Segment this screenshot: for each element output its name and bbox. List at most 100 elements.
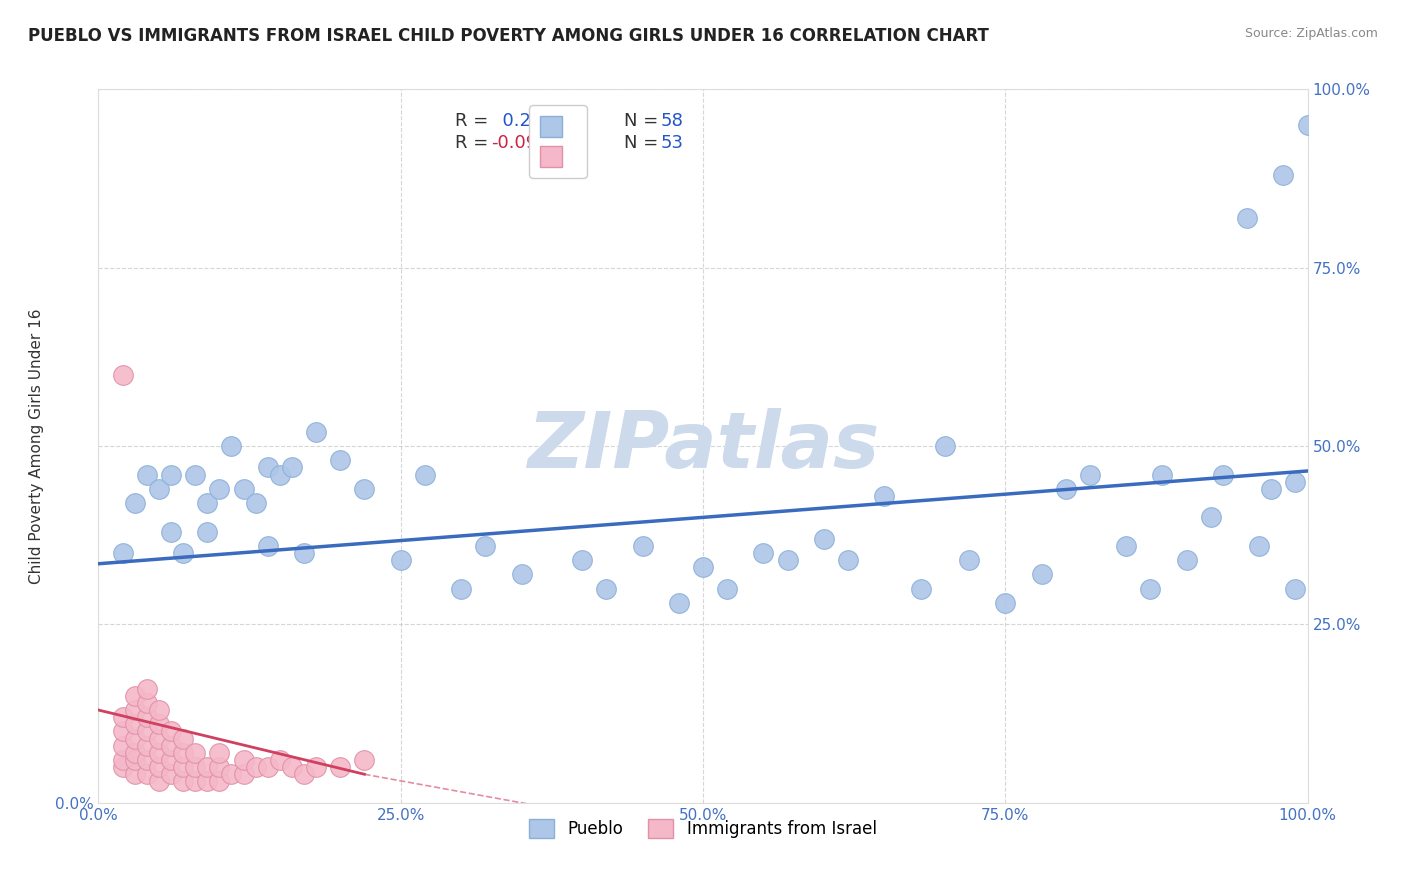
Point — [148, 760, 170, 774]
Point — [208, 774, 231, 789]
Point — [837, 553, 859, 567]
Point — [595, 582, 617, 596]
Text: 53: 53 — [661, 134, 683, 152]
Point — [172, 746, 194, 760]
Point — [111, 546, 134, 560]
Point — [413, 467, 436, 482]
Point — [172, 546, 194, 560]
Point — [1054, 482, 1077, 496]
Point — [1115, 539, 1137, 553]
Point — [353, 482, 375, 496]
Point — [208, 482, 231, 496]
Point — [957, 553, 980, 567]
Point — [172, 774, 194, 789]
Point — [111, 368, 134, 382]
Point — [160, 724, 183, 739]
Point — [135, 467, 157, 482]
Point — [148, 703, 170, 717]
Point — [776, 553, 799, 567]
Point — [111, 760, 134, 774]
Point — [245, 760, 267, 774]
Point — [1175, 553, 1198, 567]
Point — [195, 774, 218, 789]
Point — [329, 453, 352, 467]
Point — [1152, 467, 1174, 482]
Point — [631, 539, 654, 553]
Point — [111, 724, 134, 739]
Point — [184, 774, 207, 789]
Point — [135, 724, 157, 739]
Point — [1284, 582, 1306, 596]
Point — [1284, 475, 1306, 489]
Point — [716, 582, 738, 596]
Point — [135, 696, 157, 710]
Point — [474, 539, 496, 553]
Point — [305, 425, 328, 439]
Point — [160, 467, 183, 482]
Point — [292, 767, 315, 781]
Point — [160, 767, 183, 781]
Point — [148, 746, 170, 760]
Point — [135, 739, 157, 753]
Point — [148, 482, 170, 496]
Text: N =: N = — [624, 112, 658, 130]
Text: ZIPatlas: ZIPatlas — [527, 408, 879, 484]
Point — [221, 439, 243, 453]
Point — [269, 753, 291, 767]
Point — [281, 760, 304, 774]
Point — [1078, 467, 1101, 482]
Text: R =: R = — [456, 112, 488, 130]
Point — [124, 753, 146, 767]
Text: PUEBLO VS IMMIGRANTS FROM ISRAEL CHILD POVERTY AMONG GIRLS UNDER 16 CORRELATION : PUEBLO VS IMMIGRANTS FROM ISRAEL CHILD P… — [28, 27, 988, 45]
Point — [148, 774, 170, 789]
Point — [668, 596, 690, 610]
Point — [1260, 482, 1282, 496]
Point — [1212, 467, 1234, 482]
Point — [873, 489, 896, 503]
Point — [135, 681, 157, 696]
Point — [1199, 510, 1222, 524]
Point — [353, 753, 375, 767]
Point — [256, 539, 278, 553]
Point — [1296, 118, 1319, 132]
Point — [813, 532, 835, 546]
Point — [221, 767, 243, 781]
Point — [135, 710, 157, 724]
Point — [111, 710, 134, 724]
Point — [184, 467, 207, 482]
Point — [1139, 582, 1161, 596]
Point — [232, 767, 254, 781]
Point — [232, 482, 254, 496]
Point — [1236, 211, 1258, 225]
Point — [124, 689, 146, 703]
Point — [910, 582, 932, 596]
Point — [135, 753, 157, 767]
Point — [1031, 567, 1053, 582]
Point — [752, 546, 775, 560]
Text: N =: N = — [624, 134, 658, 152]
Point — [195, 524, 218, 539]
Point — [195, 496, 218, 510]
Point — [389, 553, 412, 567]
Point — [160, 739, 183, 753]
Point — [148, 731, 170, 746]
Point — [245, 496, 267, 510]
Point — [195, 760, 218, 774]
Point — [124, 717, 146, 731]
Point — [232, 753, 254, 767]
Point — [135, 767, 157, 781]
Text: 58: 58 — [661, 112, 683, 130]
Point — [510, 567, 533, 582]
Point — [172, 760, 194, 774]
Point — [281, 460, 304, 475]
Point — [111, 753, 134, 767]
Text: R =: R = — [456, 134, 488, 152]
Y-axis label: Child Poverty Among Girls Under 16: Child Poverty Among Girls Under 16 — [28, 309, 44, 583]
Point — [124, 746, 146, 760]
Legend: Pueblo, Immigrants from Israel: Pueblo, Immigrants from Israel — [523, 812, 883, 845]
Point — [269, 467, 291, 482]
Point — [994, 596, 1017, 610]
Point — [1272, 168, 1295, 182]
Point — [111, 739, 134, 753]
Point — [124, 731, 146, 746]
